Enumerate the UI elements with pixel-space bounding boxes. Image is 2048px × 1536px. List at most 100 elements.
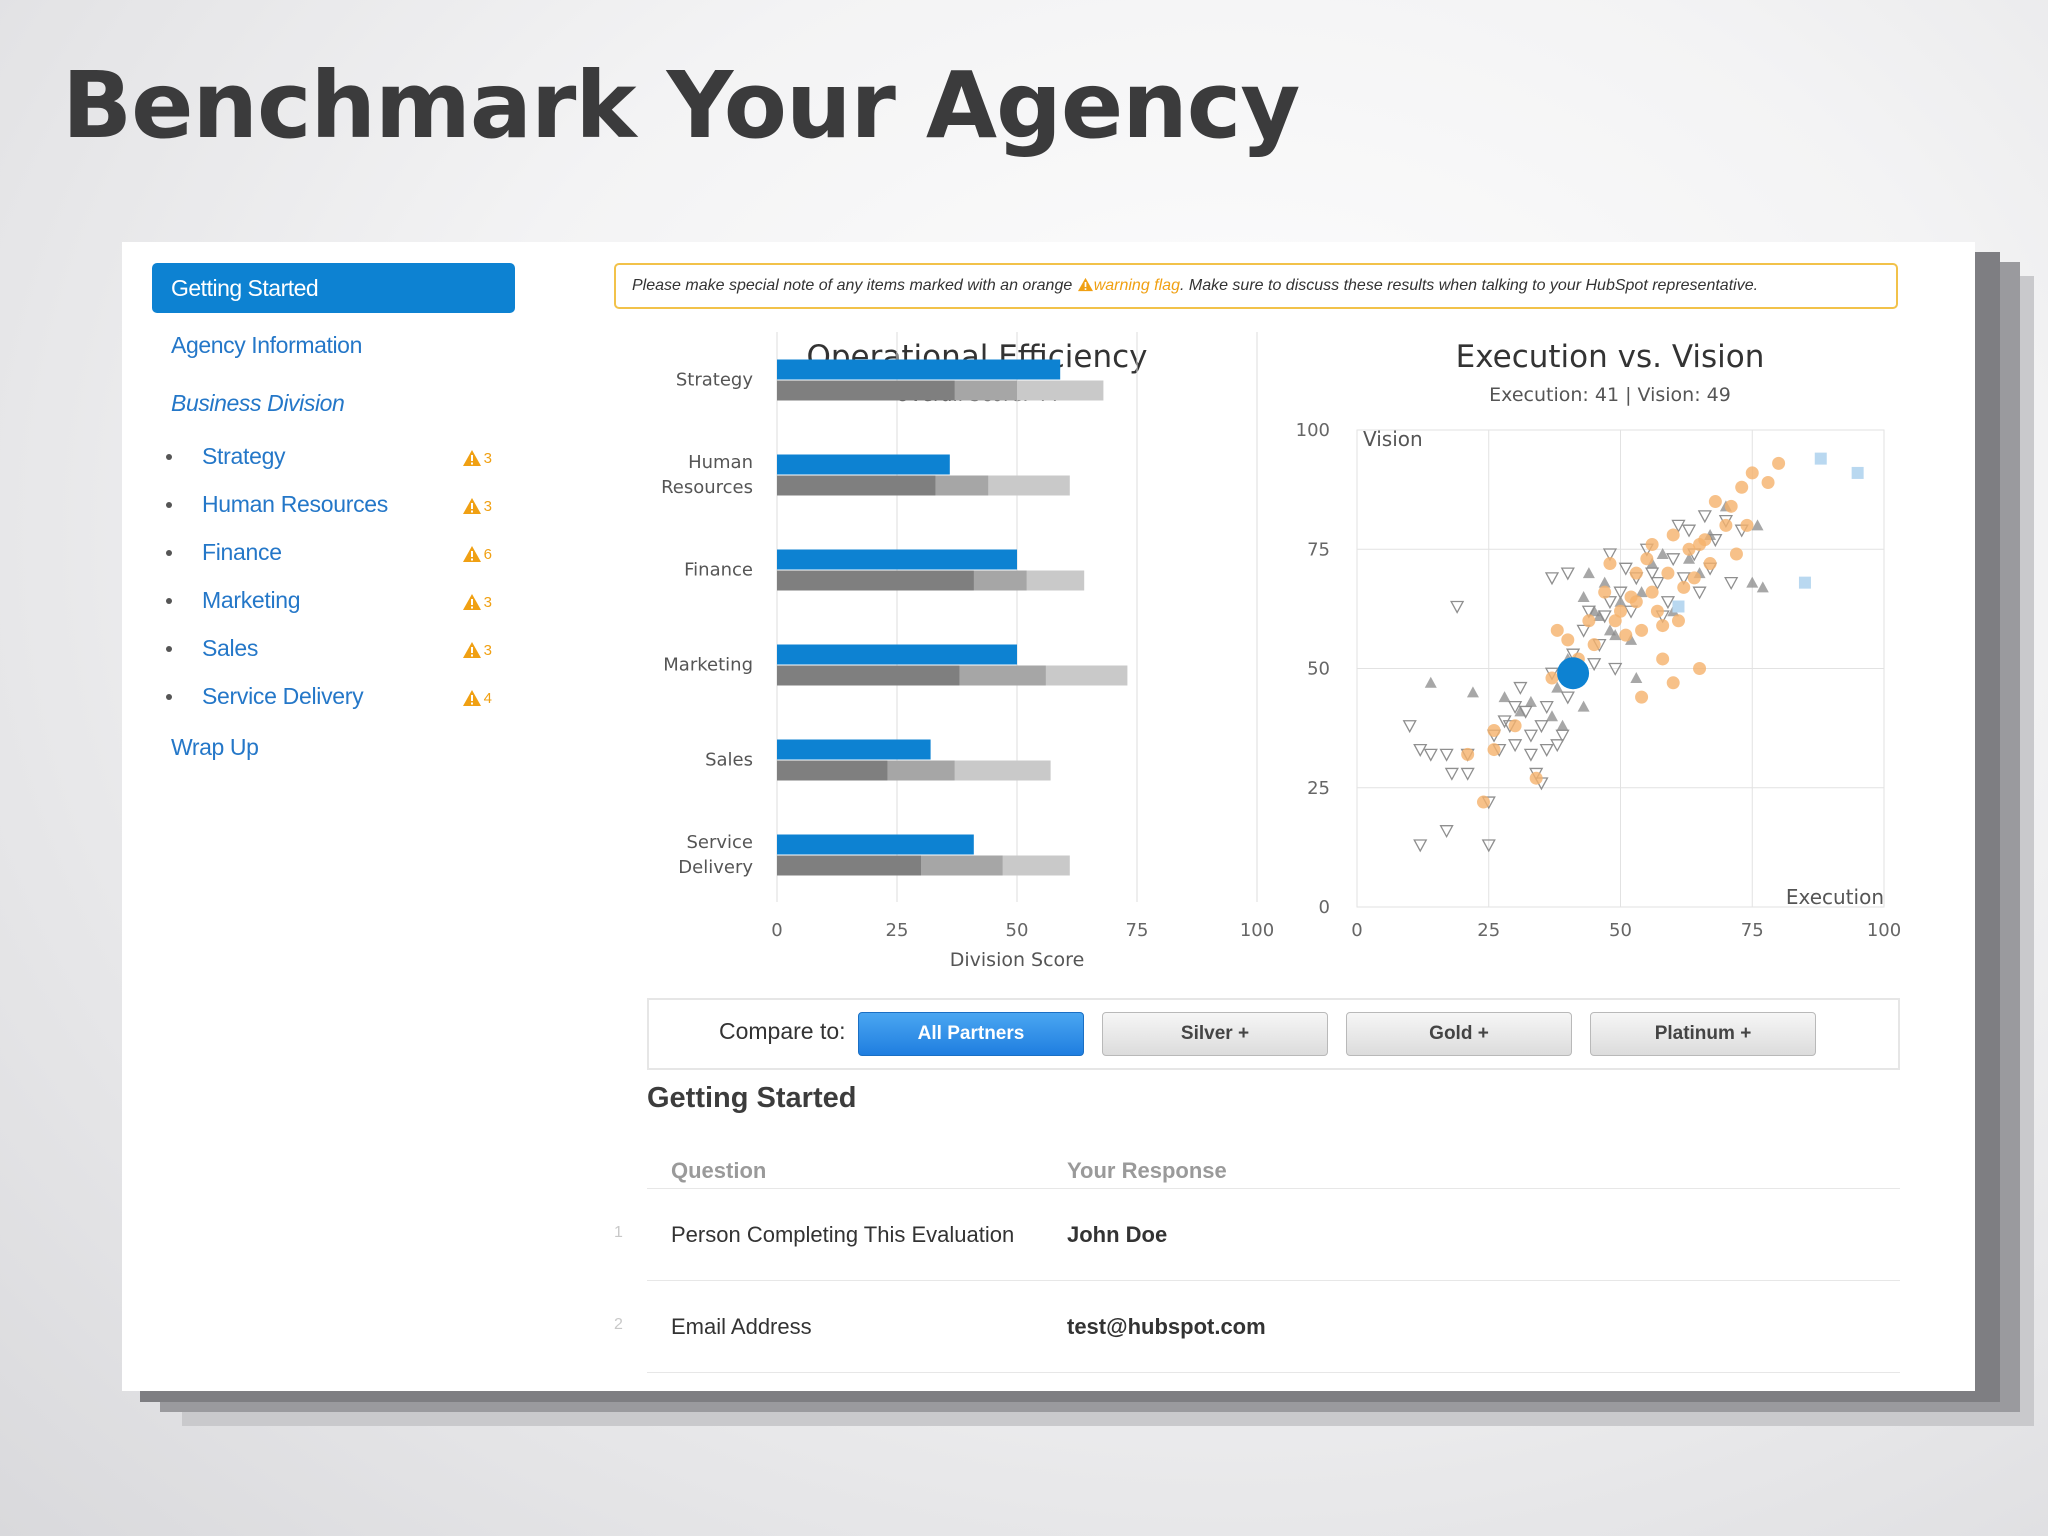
scatter-point <box>1461 747 1475 761</box>
scatter-point <box>1635 586 1648 598</box>
scatter-point <box>1561 633 1575 647</box>
warning-icon <box>462 498 481 514</box>
table-divider <box>647 1188 1900 1189</box>
scatter-point <box>1698 533 1712 547</box>
scatter-point <box>1556 719 1569 731</box>
scatter-point <box>1683 552 1696 564</box>
scatter-point <box>1703 557 1717 571</box>
scatter-point <box>1608 614 1622 628</box>
scatter-point <box>1523 729 1539 743</box>
x-tick-label: 75 <box>1741 920 1764 941</box>
warning-badge: 3 <box>462 638 492 662</box>
bullet <box>166 550 172 556</box>
scatter-point <box>1582 614 1596 628</box>
scatter-point <box>1646 557 1659 569</box>
scatter-point <box>1650 576 1665 590</box>
sidebar-item-sales[interactable]: Sales 3 <box>166 632 492 668</box>
scatter-point <box>1676 572 1691 586</box>
bullet <box>166 454 172 460</box>
scatter-point <box>1577 700 1590 712</box>
warning-icon <box>462 642 481 658</box>
scatter-point <box>1851 466 1864 479</box>
scatter-point <box>1681 524 1697 538</box>
warning-notice: Please make special note of any items ma… <box>614 263 1898 309</box>
scatter-point <box>1603 624 1616 636</box>
scatter-point <box>1402 720 1417 734</box>
scatter-point <box>1550 739 1565 753</box>
scatter-point <box>1746 576 1759 588</box>
bar <box>777 380 955 401</box>
nav-getting-started[interactable]: Getting Started <box>152 263 515 313</box>
bar <box>777 549 1017 570</box>
scatter-point <box>1623 605 1639 619</box>
bar <box>777 454 950 475</box>
scatter-point <box>1508 739 1523 753</box>
scatter-point <box>1423 748 1438 762</box>
scatter-point <box>1656 548 1669 560</box>
bar <box>777 834 974 855</box>
scatter-point <box>1798 576 1811 589</box>
compare-platinum-button[interactable]: Platinum + <box>1590 1012 1816 1056</box>
scatter-point <box>1598 576 1611 588</box>
sidebar-item-finance[interactable]: Finance 6 <box>166 536 492 572</box>
nav-business-division[interactable]: Business Division <box>171 390 345 416</box>
scatter-point <box>1602 548 1618 562</box>
compare-silver-button[interactable]: Silver + <box>1102 1012 1328 1056</box>
category-label: Human <box>688 452 753 473</box>
sidebar-item-service-delivery[interactable]: Service Delivery 4 <box>166 680 492 716</box>
compare-toolbar: Compare to: All Partners Silver + Gold +… <box>647 998 1900 1070</box>
row-number: 2 <box>614 1316 623 1333</box>
scatter-point <box>1656 652 1670 666</box>
scatter-point <box>1560 567 1575 581</box>
bar <box>777 475 936 496</box>
sidebar-item-label: Marketing <box>202 587 301 613</box>
compare-all-partners-button[interactable]: All Partners <box>858 1012 1084 1056</box>
scatter-point <box>1677 580 1691 594</box>
scatter-point <box>1719 518 1733 532</box>
warning-icon <box>462 546 481 562</box>
scatter-point <box>1529 771 1543 785</box>
bullet <box>166 502 172 508</box>
scatter-point <box>1577 590 1590 602</box>
scatter-chart: 0 25 50 75 100 0 25 50 75 100 Vision Execution <box>1296 420 1902 941</box>
nav-wrap-up[interactable]: Wrap Up <box>171 734 259 760</box>
bar <box>777 665 960 686</box>
scatter-point <box>1582 567 1595 579</box>
bar <box>777 570 974 591</box>
sidebar-item-marketing[interactable]: Marketing 3 <box>166 584 492 620</box>
bar-chart: 0 25 50 75 100 Division Score Strategy Human Res… <box>661 332 1274 971</box>
warning-badge: 6 <box>462 542 492 566</box>
scatter-point <box>1523 748 1539 762</box>
scatter-point <box>1608 662 1623 676</box>
warning-icon <box>462 450 481 466</box>
row-number: 1 <box>614 1224 623 1241</box>
sidebar-item-label: Service Delivery <box>202 683 364 709</box>
scatter-point <box>1534 720 1549 734</box>
bar <box>777 760 888 781</box>
scatter-point <box>1587 658 1602 672</box>
sidebar-item-strategy[interactable]: Strategy 3 <box>166 440 492 476</box>
scatter-point <box>1672 600 1685 613</box>
nav-agency-information[interactable]: Agency Information <box>171 332 362 358</box>
sidebar-item-label: Human Resources <box>202 491 388 517</box>
scatter-point <box>1614 604 1627 618</box>
scatter-point <box>1708 495 1722 509</box>
notice-text-after: . Make sure to discuss these results whe… <box>1179 277 1759 294</box>
scatter-point <box>1666 676 1680 690</box>
compare-gold-button[interactable]: Gold + <box>1346 1012 1572 1056</box>
sidebar-item-human-resources[interactable]: Human Resources 3 <box>166 488 492 524</box>
slide-title: Benchmark Your Agency <box>62 52 1300 159</box>
section-title: Getting Started <box>647 1082 857 1114</box>
sidebar-item-label: Strategy <box>202 443 286 469</box>
bullet <box>166 598 172 604</box>
scatter-point <box>1650 604 1664 618</box>
x-axis-label: Execution <box>1786 885 1884 909</box>
scatter-point <box>1629 595 1643 609</box>
table-divider <box>647 1372 1900 1373</box>
x-tick-label: 75 <box>1126 920 1149 941</box>
scatter-point <box>1439 825 1454 839</box>
sidebar-item-label: Finance <box>202 539 282 565</box>
warning-icon <box>462 690 481 706</box>
scatter-point <box>1551 681 1564 693</box>
scatter-point <box>1498 691 1511 703</box>
